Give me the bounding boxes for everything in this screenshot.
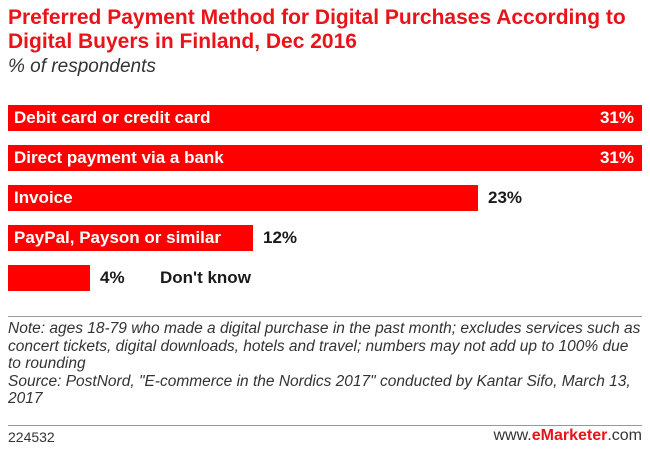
value-label: 12% xyxy=(263,228,298,247)
brand-name: eMarketer xyxy=(531,427,608,444)
source-text: Source: PostNord, "E-commerce in the Nor… xyxy=(8,372,631,408)
value-label: 31% xyxy=(599,108,634,127)
category-label: Debit card or credit card xyxy=(14,108,211,127)
category-label: PayPal, Payson or similar xyxy=(14,228,221,247)
value-label: 31% xyxy=(599,148,634,167)
chart-title: Preferred Payment Method for Digital Pur… xyxy=(8,6,626,53)
bar xyxy=(8,145,642,171)
brand-link[interactable]: www.eMarketer.com xyxy=(493,427,642,445)
brand-suffix: .com xyxy=(607,427,642,444)
bar-chart: 31% Debit card or credit card 31% Direct pa… xyxy=(0,105,650,310)
bar xyxy=(8,185,478,211)
category-label: Invoice xyxy=(14,188,73,207)
divider-bottom xyxy=(8,425,642,426)
chart-subtitle: % of respondents xyxy=(8,56,156,77)
note-text: Note: ages 18-79 who made a digital purc… xyxy=(8,320,641,372)
chart-id: 224532 xyxy=(8,429,55,445)
divider-top xyxy=(8,316,642,317)
bar xyxy=(8,265,90,291)
category-label: Don't know xyxy=(160,268,251,287)
chart-notes: Note: ages 18-79 who made a digital purc… xyxy=(8,320,644,408)
brand-prefix: www. xyxy=(493,427,532,444)
bar xyxy=(8,105,642,131)
category-label: Direct payment via a bank xyxy=(14,148,224,167)
bar xyxy=(8,225,253,251)
value-label: 4% xyxy=(100,268,125,287)
value-label: 23% xyxy=(488,188,523,207)
